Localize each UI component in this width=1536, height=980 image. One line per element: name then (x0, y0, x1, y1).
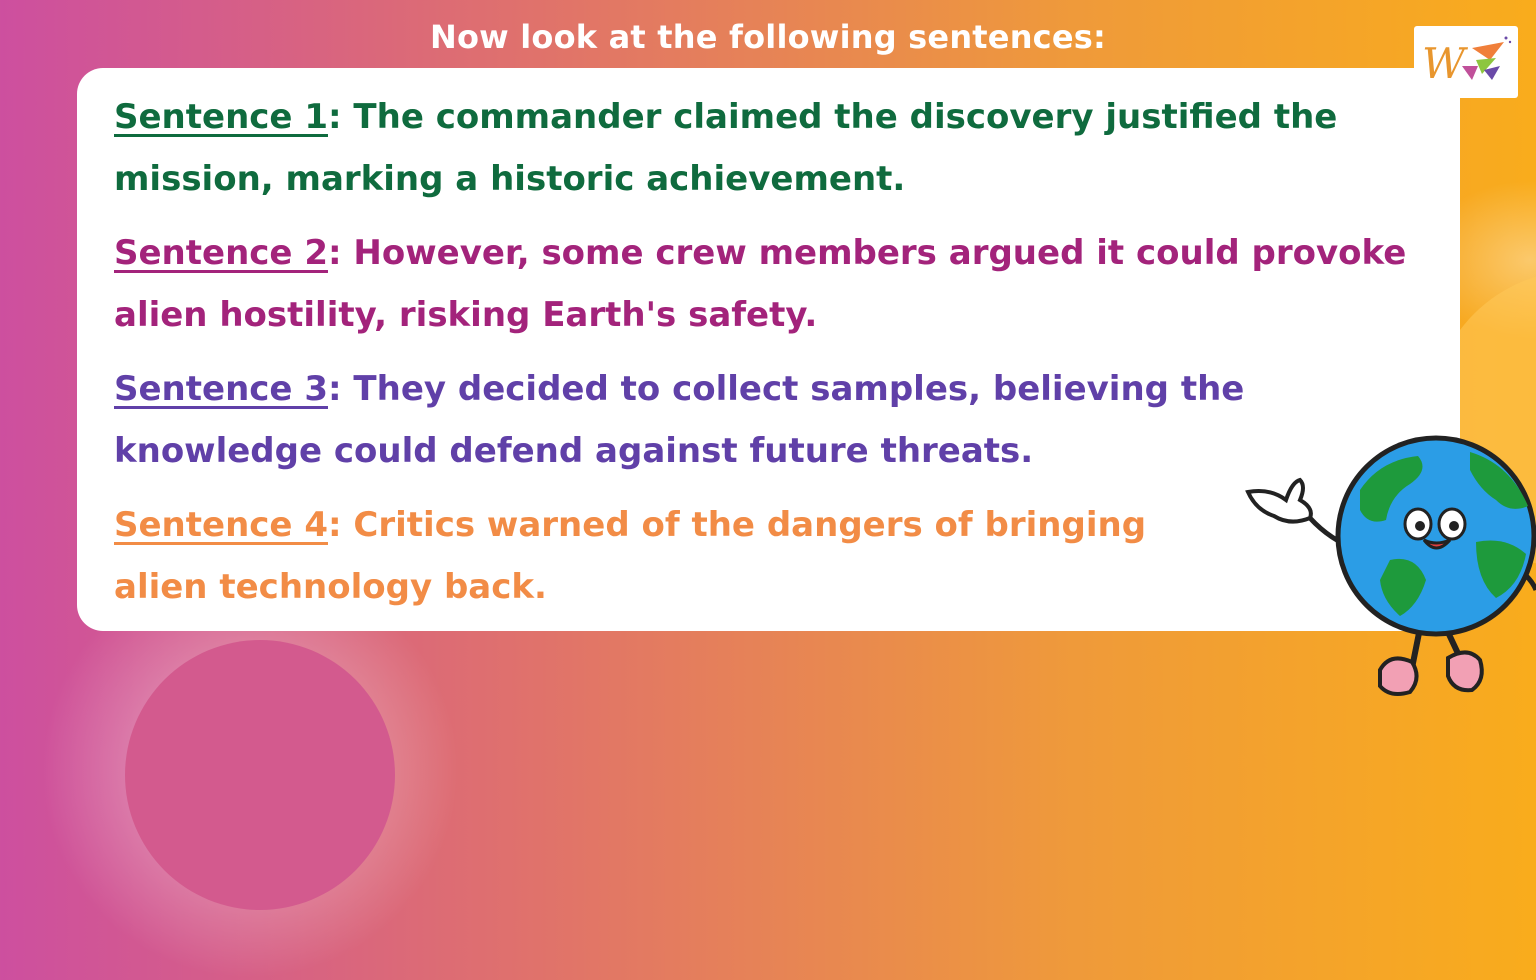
sentence-3: Sentence 3: They decided to collect samp… (114, 358, 1434, 482)
sentence-label: Sentence 4 (114, 505, 328, 545)
w-logo-icon: W (1414, 26, 1518, 98)
decorative-circle (125, 640, 395, 910)
sentence-text: : Critics warned of the dangers of bring… (114, 505, 1147, 607)
sentence-label: Sentence 1 (114, 97, 328, 137)
sentence-1: Sentence 1: The commander claimed the di… (114, 86, 1434, 210)
sentence-4: Sentence 4: Critics warned of the danger… (114, 494, 1234, 618)
sentence-text: : They decided to collect samples, belie… (114, 369, 1245, 471)
sentence-text: : The commander claimed the discovery ju… (114, 97, 1338, 199)
earth-mascot-icon (1240, 430, 1536, 700)
sentence-2: Sentence 2: However, some crew members a… (114, 222, 1434, 346)
sentences-card: Sentence 1: The commander claimed the di… (77, 68, 1460, 631)
svg-text:W: W (1422, 39, 1469, 88)
page-heading: Now look at the following sentences: (430, 18, 1106, 56)
sentence-label: Sentence 3 (114, 369, 328, 409)
sentence-label: Sentence 2 (114, 233, 328, 273)
sentence-text: : However, some crew members argued it c… (114, 233, 1407, 335)
